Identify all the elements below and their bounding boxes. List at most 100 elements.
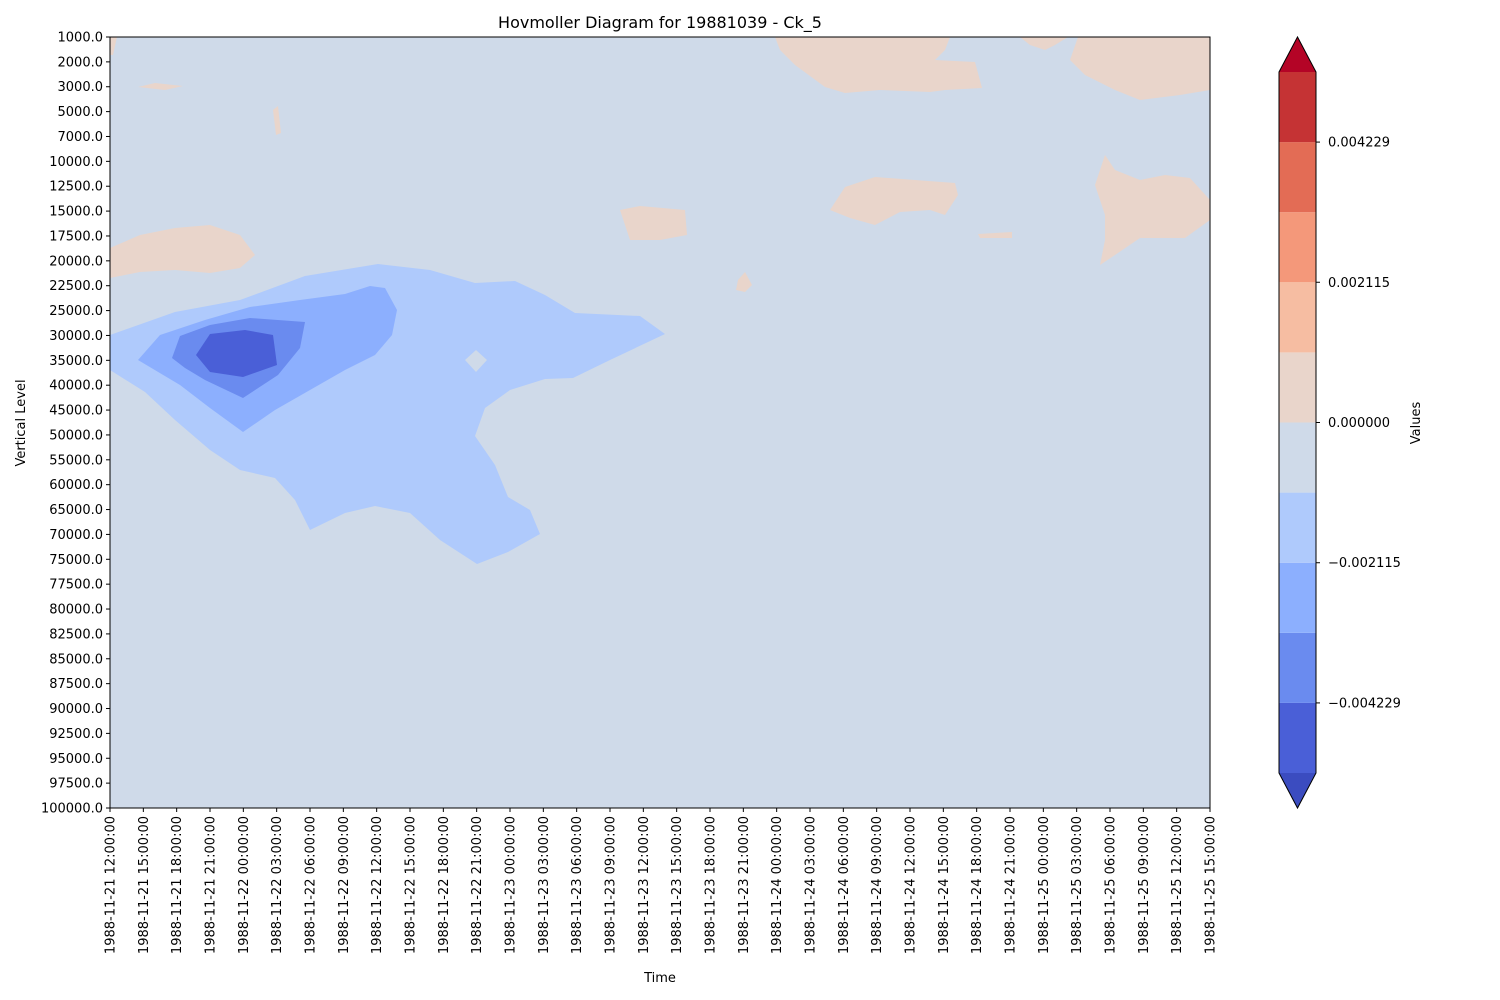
y-tick-label: 100000.0 bbox=[41, 802, 103, 817]
x-tick-label: 1988-11-24 18:00:00 bbox=[970, 816, 985, 954]
y-tick-label: 92500.0 bbox=[49, 727, 103, 742]
x-tick-label: 1988-11-23 03:00:00 bbox=[537, 816, 552, 954]
contour-pos-tiny-5 bbox=[110, 37, 117, 55]
y-tick-label: 80000.0 bbox=[49, 603, 103, 618]
x-tick-label: 1988-11-22 21:00:00 bbox=[470, 816, 485, 954]
contour-pos-mid-center bbox=[830, 177, 958, 225]
y-tick-label: 20000.0 bbox=[49, 254, 103, 269]
x-tick-label: 1988-11-25 03:00:00 bbox=[1070, 816, 1085, 954]
contour-neg-hole bbox=[465, 350, 487, 372]
x-tick-label: 1988-11-23 18:00:00 bbox=[704, 816, 719, 954]
colorbar-tick-label: −0.002115 bbox=[1328, 556, 1401, 571]
chart-title: Hovmoller Diagram for 19881039 - Ck_5 bbox=[498, 13, 822, 33]
y-tick-label: 17500.0 bbox=[49, 229, 103, 244]
colorbar-segment bbox=[1279, 422, 1316, 493]
contour-pos-tiny-4 bbox=[273, 106, 281, 135]
y-tick-label: 75000.0 bbox=[49, 553, 103, 568]
colorbar-tick-label: 0.002115 bbox=[1328, 276, 1390, 291]
y-tick-label: 10000.0 bbox=[49, 155, 103, 170]
x-tick-label: 1988-11-22 18:00:00 bbox=[437, 816, 452, 954]
y-tick-label: 35000.0 bbox=[49, 354, 103, 369]
y-tick-label: 87500.0 bbox=[49, 677, 103, 692]
y-tick-label: 3000.0 bbox=[58, 80, 104, 95]
x-axis-label: Time bbox=[643, 971, 676, 986]
x-tick-label: 1988-11-23 15:00:00 bbox=[670, 816, 685, 954]
x-tick-label: 1988-11-25 09:00:00 bbox=[1137, 816, 1152, 954]
y-tick-label: 70000.0 bbox=[49, 528, 103, 543]
colorbar-segment bbox=[1279, 702, 1316, 773]
y-tick-label: 65000.0 bbox=[49, 503, 103, 518]
colorbar-tick-label: 0.000000 bbox=[1328, 416, 1390, 431]
y-tick-label: 82500.0 bbox=[49, 627, 103, 642]
x-tick-label: 1988-11-24 12:00:00 bbox=[904, 816, 919, 954]
contour-pos-upper-right-1 bbox=[775, 37, 982, 93]
x-tick-label: 1988-11-24 06:00:00 bbox=[837, 816, 852, 954]
y-axis-label: Vertical Level bbox=[14, 379, 29, 466]
colorbar-segment bbox=[1279, 352, 1316, 423]
colorbar-segment bbox=[1279, 282, 1316, 353]
x-tick-label: 1988-11-23 12:00:00 bbox=[637, 816, 652, 954]
x-tick-label: 1988-11-22 15:00:00 bbox=[404, 816, 419, 954]
colorbar-outline bbox=[1278, 35, 1317, 810]
x-tick-label: 1988-11-23 21:00:00 bbox=[737, 816, 752, 954]
y-tick-label: 95000.0 bbox=[49, 752, 103, 767]
contour-pos-left bbox=[110, 225, 255, 278]
x-axis: 1988-11-21 12:00:00 1988-11-21 15:00:00 19… bbox=[104, 808, 1219, 954]
y-tick-label: 30000.0 bbox=[49, 329, 103, 344]
colorbar-tick-label: −0.004229 bbox=[1328, 696, 1401, 711]
x-tick-label: 1988-11-21 21:00:00 bbox=[204, 816, 219, 954]
x-tick-label: 1988-11-23 09:00:00 bbox=[604, 816, 619, 954]
x-tick-label: 1988-11-24 03:00:00 bbox=[804, 816, 819, 954]
y-tick-label: 60000.0 bbox=[49, 478, 103, 493]
y-tick-label: 85000.0 bbox=[49, 652, 103, 667]
y-tick-label: 45000.0 bbox=[49, 404, 103, 419]
x-tick-label: 1988-11-25 00:00:00 bbox=[1037, 816, 1052, 954]
contour-pos-upper-right-3 bbox=[1070, 37, 1210, 100]
colorbar-extend-max bbox=[1279, 37, 1316, 72]
y-tick-label: 40000.0 bbox=[49, 379, 103, 394]
x-tick-label: 1988-11-22 00:00:00 bbox=[237, 816, 252, 954]
colorbar: 0.004229 0.002115 0.000000 −0.002115 −0.0042… bbox=[1278, 35, 1401, 810]
y-tick-label: 12500.0 bbox=[49, 180, 103, 195]
colorbar-segment bbox=[1279, 72, 1316, 143]
y-tick-label: 15000.0 bbox=[49, 205, 103, 220]
y-tick-label: 25000.0 bbox=[49, 304, 103, 319]
x-tick-label: 1988-11-22 09:00:00 bbox=[337, 816, 352, 954]
colorbar-segment bbox=[1279, 492, 1316, 563]
x-tick-label: 1988-11-25 15:00:00 bbox=[1204, 816, 1219, 954]
x-tick-label: 1988-11-21 12:00:00 bbox=[104, 816, 119, 954]
contour-neg-level-4 bbox=[196, 330, 277, 377]
contour-pos-upper-right-2 bbox=[1020, 37, 1068, 50]
x-tick-label: 1988-11-22 06:00:00 bbox=[304, 816, 319, 954]
x-tick-label: 1988-11-24 15:00:00 bbox=[937, 816, 952, 954]
colorbar-extend-min bbox=[1279, 773, 1316, 808]
x-tick-label: 1988-11-21 15:00:00 bbox=[137, 816, 152, 954]
x-tick-label: 1988-11-25 06:00:00 bbox=[1104, 816, 1119, 954]
x-tick-label: 1988-11-24 00:00:00 bbox=[770, 816, 785, 954]
y-tick-label: 1000.0 bbox=[58, 31, 104, 46]
contour-pos-mid-right bbox=[1095, 155, 1210, 265]
y-axis: 1000.0 2000.0 3000.0 5000.0 7000.0 10000.0 125… bbox=[41, 31, 110, 817]
x-tick-label: 1988-11-25 12:00:00 bbox=[1170, 816, 1185, 954]
contour-pos-tiny-2 bbox=[138, 83, 183, 90]
plot-frame bbox=[109, 36, 1211, 809]
colorbar-tick-label: 0.004229 bbox=[1328, 136, 1390, 151]
contour-pos-mid-left bbox=[620, 206, 687, 240]
y-tick-label: 7000.0 bbox=[58, 130, 104, 145]
colorbar-label: Values bbox=[1409, 402, 1424, 445]
x-tick-label: 1988-11-23 06:00:00 bbox=[570, 816, 585, 954]
colorbar-segment bbox=[1279, 632, 1316, 703]
plot-area bbox=[110, 37, 1210, 808]
y-tick-label: 55000.0 bbox=[49, 453, 103, 468]
y-tick-label: 50000.0 bbox=[49, 428, 103, 443]
x-tick-label: 1988-11-22 12:00:00 bbox=[370, 816, 385, 954]
colorbar-segment bbox=[1279, 212, 1316, 283]
x-tick-label: 1988-11-21 18:00:00 bbox=[170, 816, 185, 954]
colorbar-segment bbox=[1279, 142, 1316, 213]
y-tick-label: 97500.0 bbox=[49, 777, 103, 792]
colorbar-segment bbox=[1279, 562, 1316, 633]
x-tick-label: 1988-11-24 21:00:00 bbox=[1004, 816, 1019, 954]
x-tick-label: 1988-11-23 00:00:00 bbox=[504, 816, 519, 954]
contour-pos-tiny-1 bbox=[736, 272, 752, 292]
